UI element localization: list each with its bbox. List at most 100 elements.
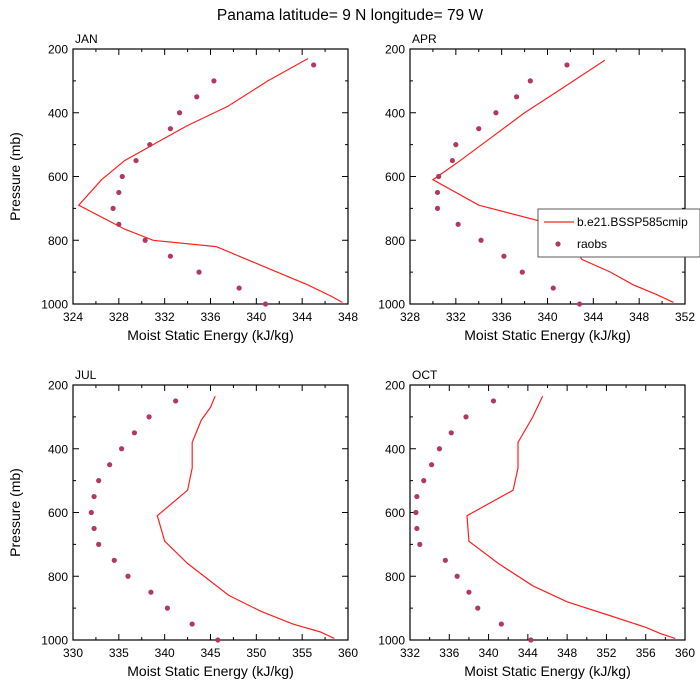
raobs-point bbox=[498, 621, 504, 627]
raobs-point bbox=[96, 478, 102, 484]
legend-box bbox=[537, 208, 700, 258]
raobs-point bbox=[147, 142, 153, 148]
raobs-point bbox=[436, 173, 442, 180]
x-tick-label: 350 bbox=[246, 646, 266, 660]
raobs-point bbox=[118, 446, 125, 452]
x-tick-label: 340 bbox=[246, 310, 266, 324]
x-tick-label: 340 bbox=[479, 646, 499, 660]
raobs-point bbox=[527, 78, 533, 84]
x-axis-label: Moist Static Energy (kJ/kg) bbox=[464, 327, 631, 343]
y-tick-label: 600 bbox=[48, 506, 68, 520]
raobs-point bbox=[421, 478, 427, 484]
y-tick-label: 400 bbox=[385, 106, 405, 120]
raobs-point bbox=[417, 541, 423, 547]
raobs-point bbox=[146, 414, 152, 420]
raobs-point bbox=[475, 605, 481, 611]
x-tick-label: 330 bbox=[63, 646, 83, 660]
x-tick-label: 344 bbox=[292, 310, 312, 324]
raobs-point bbox=[196, 269, 202, 275]
x-tick-label: 324 bbox=[63, 310, 83, 324]
raobs-point bbox=[88, 509, 94, 516]
raobs-point bbox=[142, 237, 148, 243]
panel-oct: 332 336 340 344 348 352 356 360 200 400 600 800 1000… bbox=[378, 368, 695, 679]
raobs-point bbox=[454, 573, 460, 579]
raobs-point bbox=[236, 285, 242, 291]
y-tick-label: 400 bbox=[385, 442, 405, 456]
x-tick-label: 328 bbox=[400, 310, 420, 324]
raobs-point bbox=[528, 637, 534, 643]
panel-jan: 324 328 332 336 340 344 348 200 400 600 800 1000 JAN… bbox=[7, 32, 358, 343]
raobs-point bbox=[173, 398, 179, 404]
model-profile-line bbox=[431, 59, 674, 303]
raobs-point bbox=[429, 462, 435, 468]
x-tick-label: 344 bbox=[518, 646, 538, 660]
x-tick-label: 332 bbox=[400, 646, 420, 660]
x-tick-label: 340 bbox=[537, 310, 557, 324]
raobs-point bbox=[519, 269, 525, 275]
x-tick-label: 360 bbox=[675, 646, 695, 660]
raobs-point bbox=[436, 446, 443, 452]
raobs-point bbox=[133, 157, 139, 164]
raobs-point bbox=[148, 589, 154, 595]
raobs-point bbox=[448, 430, 454, 436]
raobs-point bbox=[453, 142, 459, 148]
raobs-point bbox=[311, 62, 317, 68]
legend-obs-swatch bbox=[555, 241, 561, 247]
y-tick-label: 800 bbox=[48, 234, 68, 248]
raobs-point bbox=[116, 221, 122, 227]
raobs-point bbox=[434, 189, 441, 196]
raobs-point bbox=[111, 557, 117, 563]
x-tick-label: 332 bbox=[446, 310, 466, 324]
y-tick-label: 600 bbox=[385, 170, 405, 184]
raobs-point bbox=[125, 573, 131, 579]
model-profile-line bbox=[466, 395, 676, 639]
raobs-point bbox=[434, 205, 441, 211]
raobs-point bbox=[564, 62, 570, 68]
raobs-point bbox=[413, 509, 419, 516]
raobs-point bbox=[167, 253, 173, 259]
y-tick-label: 800 bbox=[48, 570, 68, 584]
x-tick-label: 352 bbox=[675, 310, 695, 324]
panel-jul: 330 335 340 345 350 355 360 200 400 600 800 1000 JUL… bbox=[7, 368, 358, 679]
x-tick-label: 328 bbox=[109, 310, 129, 324]
y-tick-label: 1000 bbox=[378, 298, 405, 312]
plot-frame bbox=[409, 48, 686, 305]
y-tick-label: 1000 bbox=[378, 634, 405, 648]
x-tick-label: 332 bbox=[155, 310, 175, 324]
raobs-point bbox=[164, 605, 171, 611]
raobs-point bbox=[131, 430, 138, 436]
y-tick-label: 200 bbox=[385, 379, 405, 393]
raobs-point bbox=[478, 237, 484, 243]
y-tick-label: 1000 bbox=[41, 298, 68, 312]
x-tick-label: 336 bbox=[200, 310, 220, 324]
raobs-point bbox=[449, 157, 455, 164]
raobs-point bbox=[490, 398, 497, 404]
model-profile-line bbox=[156, 395, 335, 639]
y-tick-label: 800 bbox=[385, 234, 405, 248]
x-axis-label: Moist Static Energy (kJ/kg) bbox=[127, 327, 294, 343]
raobs-point bbox=[167, 126, 173, 132]
x-tick-label: 352 bbox=[596, 646, 616, 660]
raobs-point bbox=[493, 110, 499, 116]
raobs-point bbox=[91, 493, 97, 500]
plot-frame bbox=[72, 384, 349, 641]
x-tick-label: 335 bbox=[109, 646, 129, 660]
legend-model-label: b.e21.BSSP585cmip bbox=[577, 215, 688, 229]
figure-title: Panama latitude= 9 N longitude= 79 W bbox=[217, 7, 484, 24]
raobs-point bbox=[96, 541, 102, 547]
raobs-point bbox=[110, 205, 116, 211]
raobs-point bbox=[116, 189, 122, 196]
plot-frame bbox=[409, 384, 686, 641]
y-tick-label: 400 bbox=[48, 106, 68, 120]
raobs-point bbox=[501, 253, 507, 259]
y-axis-label: Pressure (mb) bbox=[7, 468, 23, 557]
raobs-point bbox=[576, 301, 583, 307]
raobs-point bbox=[107, 462, 113, 468]
x-tick-label: 336 bbox=[492, 310, 512, 324]
y-tick-label: 200 bbox=[385, 43, 405, 57]
x-axis-label: Moist Static Energy (kJ/kg) bbox=[127, 663, 294, 679]
raobs-point bbox=[194, 94, 200, 100]
raobs-point bbox=[455, 221, 461, 227]
y-tick-label: 800 bbox=[385, 570, 405, 584]
